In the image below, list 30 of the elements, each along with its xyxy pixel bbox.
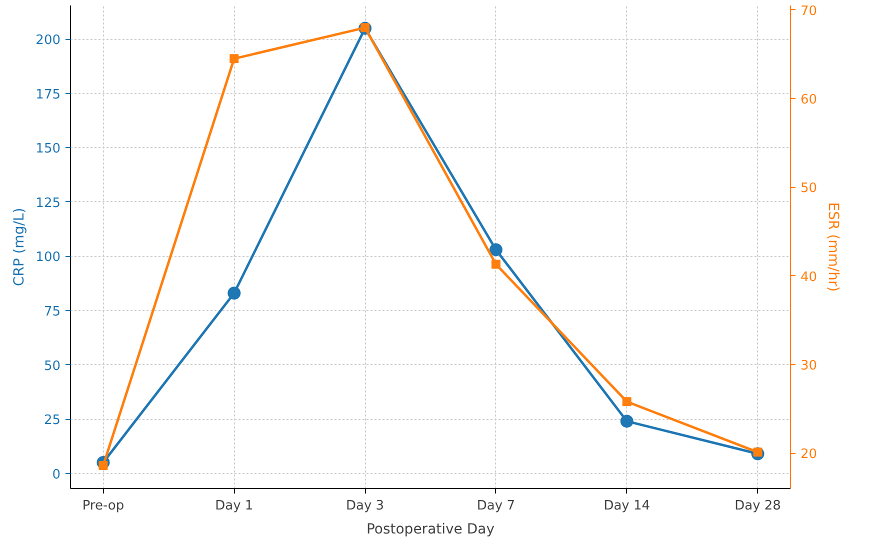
y-tick-label: 25 xyxy=(44,413,61,428)
point xyxy=(228,286,241,300)
point xyxy=(622,397,632,406)
point xyxy=(491,260,500,269)
x-tick-label: Pre-op xyxy=(82,498,124,514)
x-axis-title: Postoperative Day xyxy=(366,522,495,538)
y-tick-label: 50 xyxy=(44,358,61,374)
point xyxy=(230,54,239,64)
x-tick-label: Day 28 xyxy=(734,498,781,514)
y-tick-label: 75 xyxy=(44,304,61,320)
y-tick-label: 0 xyxy=(52,467,61,482)
x-tick-label: Day 3 xyxy=(346,498,384,514)
y2-tick-label: 40 xyxy=(800,270,818,285)
y-tick-label: 100 xyxy=(36,250,61,266)
point xyxy=(489,243,502,256)
y2-axis-title: ESR (mm/hr) xyxy=(825,202,842,292)
y-tick-label: 125 xyxy=(36,196,61,211)
y-tick-label: 175 xyxy=(36,87,61,102)
y2-tick-label: 60 xyxy=(800,92,818,108)
x-tick-label: Day 7 xyxy=(476,498,515,514)
x-tick-label: Day 14 xyxy=(604,498,650,514)
y-tick-label: 200 xyxy=(36,33,61,48)
y2-tick-label: 70 xyxy=(800,4,818,19)
y2-tick-label: 50 xyxy=(800,181,818,196)
y-axis-title: CRP (mg/L) xyxy=(12,208,28,286)
point xyxy=(620,414,634,428)
x-tick-label: Day 1 xyxy=(215,498,254,514)
y2-tick-label: 30 xyxy=(800,358,818,374)
y2-tick-label: 20 xyxy=(800,447,818,462)
y-tick-label: 150 xyxy=(36,142,61,157)
